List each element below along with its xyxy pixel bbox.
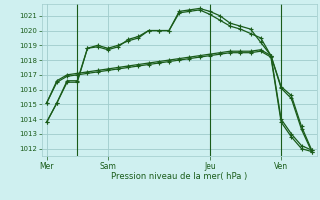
X-axis label: Pression niveau de la mer( hPa ): Pression niveau de la mer( hPa ) (111, 172, 247, 181)
